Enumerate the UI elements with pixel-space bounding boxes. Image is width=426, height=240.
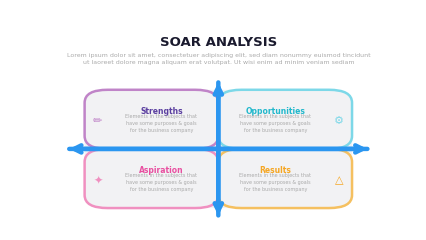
Text: ⚙: ⚙ xyxy=(334,116,344,126)
Text: Elements in the subjects that
have some purposes & goals
for the business compan: Elements in the subjects that have some … xyxy=(239,114,311,132)
Text: Opportunities: Opportunities xyxy=(245,107,305,115)
Text: Elements in the subjects that
have some purposes & goals
for the business compan: Elements in the subjects that have some … xyxy=(125,114,197,132)
Text: ut laoreet dolore magna aliquam erat volutpat. Ut wisi enim ad minim veniam sedi: ut laoreet dolore magna aliquam erat vol… xyxy=(83,60,354,65)
Text: SOAR ANALYSIS: SOAR ANALYSIS xyxy=(160,36,277,49)
Text: Elements in the subjects that
have some purposes & goals
for the business compan: Elements in the subjects that have some … xyxy=(239,173,311,192)
Text: Results: Results xyxy=(259,166,291,175)
FancyBboxPatch shape xyxy=(85,149,219,208)
Text: Strengths: Strengths xyxy=(140,107,183,115)
FancyBboxPatch shape xyxy=(219,149,352,208)
Text: Lorem ipsum dolor sit amet, consectetuer adipiscing elit, sed diam nonummy euism: Lorem ipsum dolor sit amet, consectetuer… xyxy=(66,53,370,58)
Text: Elements in the subjects that
have some purposes & goals
for the business compan: Elements in the subjects that have some … xyxy=(125,173,197,192)
Text: Aspiration: Aspiration xyxy=(139,166,184,175)
FancyBboxPatch shape xyxy=(85,90,219,149)
Text: ✦: ✦ xyxy=(93,175,103,185)
FancyBboxPatch shape xyxy=(85,90,352,208)
Text: ✏: ✏ xyxy=(93,116,103,126)
Text: △: △ xyxy=(334,175,343,185)
FancyBboxPatch shape xyxy=(219,90,352,149)
